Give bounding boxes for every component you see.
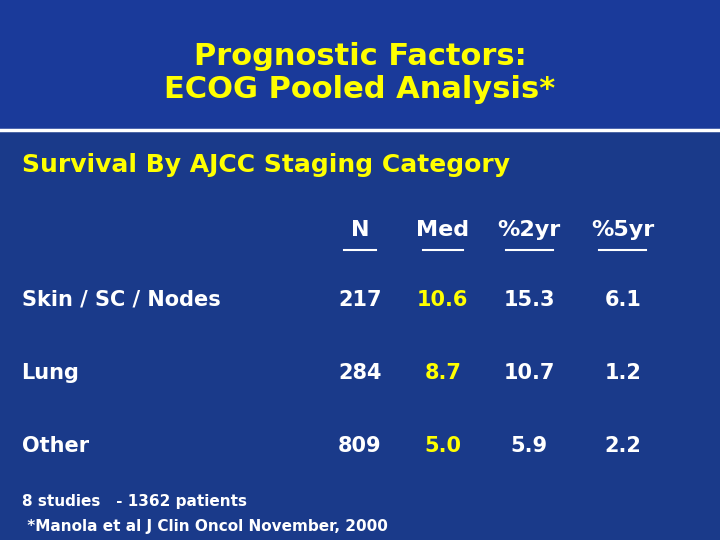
Text: 8 studies   - 1362 patients: 8 studies - 1362 patients	[22, 494, 246, 509]
Text: 10.7: 10.7	[503, 362, 555, 383]
FancyBboxPatch shape	[0, 0, 720, 130]
Text: 1.2: 1.2	[604, 362, 642, 383]
Text: 6.1: 6.1	[604, 289, 642, 310]
Text: %2yr: %2yr	[498, 219, 561, 240]
Text: Skin / SC / Nodes: Skin / SC / Nodes	[22, 289, 220, 310]
Text: 284: 284	[338, 362, 382, 383]
Text: %5yr: %5yr	[591, 219, 654, 240]
Text: 809: 809	[338, 435, 382, 456]
Text: 8.7: 8.7	[424, 362, 462, 383]
Text: Lung: Lung	[22, 362, 79, 383]
Text: N: N	[351, 219, 369, 240]
Text: Survival By AJCC Staging Category: Survival By AJCC Staging Category	[22, 153, 510, 177]
Text: 5.9: 5.9	[510, 435, 548, 456]
Text: 217: 217	[338, 289, 382, 310]
Text: ECOG Pooled Analysis*: ECOG Pooled Analysis*	[164, 75, 556, 104]
Text: Med: Med	[416, 219, 469, 240]
Text: Other: Other	[22, 435, 89, 456]
Text: 10.6: 10.6	[417, 289, 469, 310]
Text: Prognostic Factors:: Prognostic Factors:	[194, 42, 526, 71]
Text: 15.3: 15.3	[503, 289, 555, 310]
Text: 5.0: 5.0	[424, 435, 462, 456]
Text: 2.2: 2.2	[604, 435, 642, 456]
Text: *Manola et al J Clin Oncol November, 2000: *Manola et al J Clin Oncol November, 200…	[22, 519, 387, 534]
